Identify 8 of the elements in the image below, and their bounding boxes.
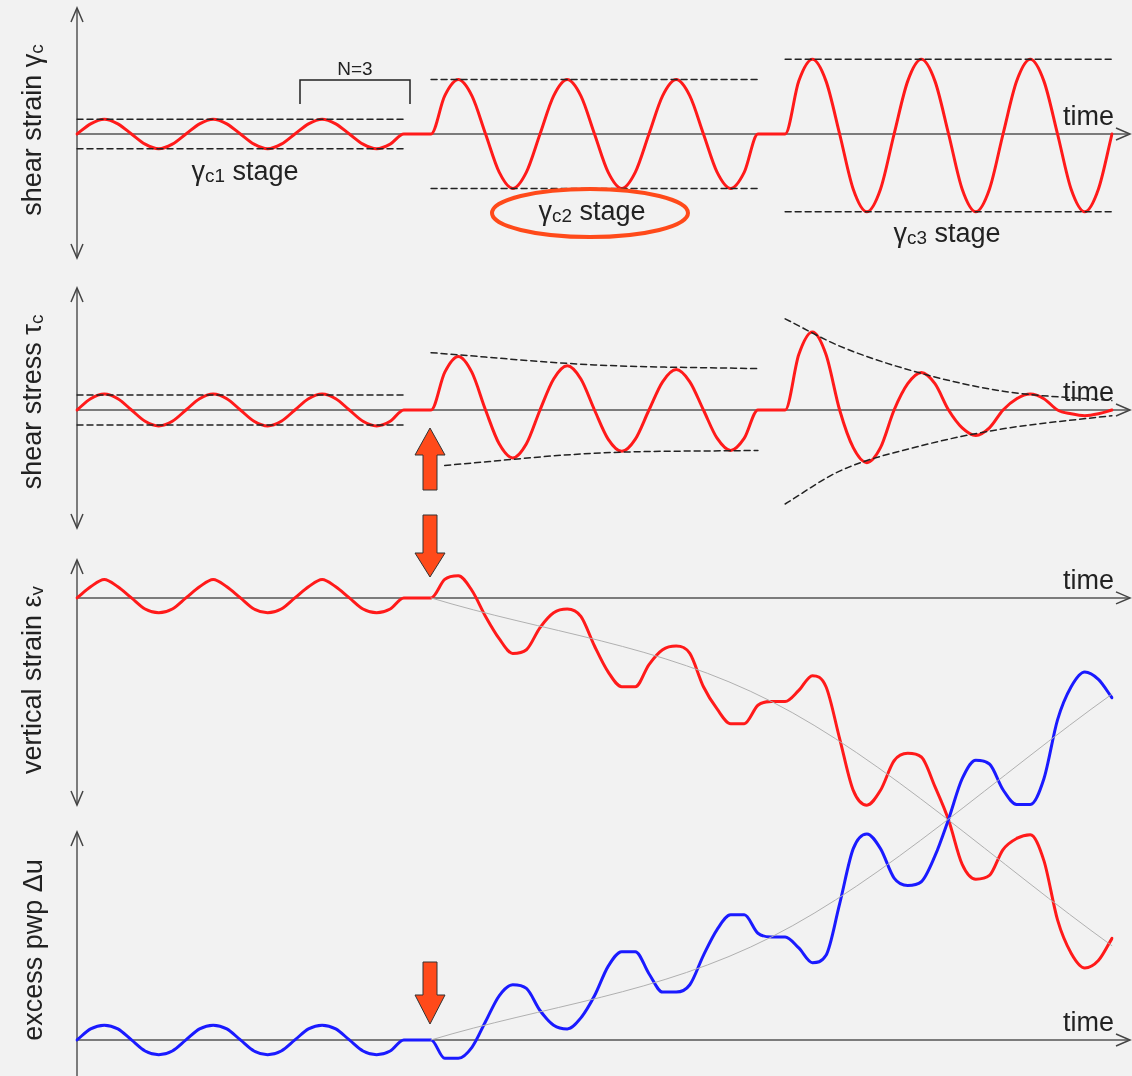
annotation: N=3 [337,57,373,79]
x-axis-title: time [1062,101,1114,131]
annotation: γ$_{c1}$ stage [191,156,299,187]
x-axis-title: time [1062,1006,1114,1037]
y-axis-title: excess pwp Δu [17,859,48,1041]
annotation: γ$_{c2}$ stage [538,196,646,227]
text: γ$_{c3}$ stage [893,218,1001,249]
x-axis-title: time [1062,564,1114,595]
